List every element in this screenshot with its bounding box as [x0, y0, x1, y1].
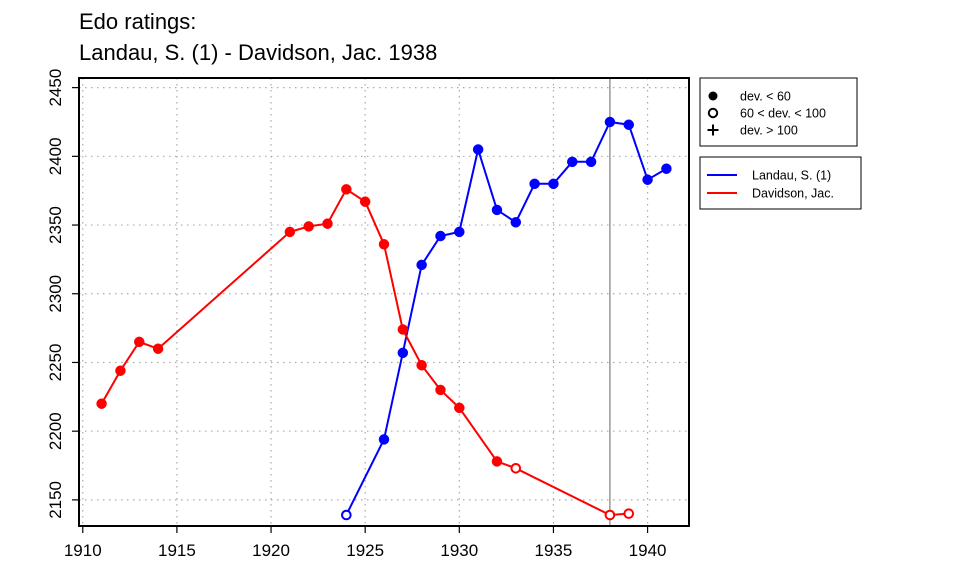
data-point: [623, 119, 635, 130]
plus-icon: [707, 124, 719, 136]
data-point: [115, 365, 126, 376]
data-point: [642, 174, 653, 185]
data-point: [397, 347, 409, 359]
data-point: [416, 259, 427, 271]
series-line: [345, 120, 667, 516]
x-tick-label: 1910: [64, 541, 102, 560]
data-point: [397, 324, 409, 335]
data-point: [604, 116, 616, 128]
data-point: [435, 230, 446, 242]
data-point: [435, 384, 446, 396]
data-point: [472, 144, 484, 155]
y-tick-label: 2400: [46, 137, 65, 175]
data-point: [623, 508, 635, 519]
data-point: [378, 239, 390, 250]
x-tick-label: 1920: [252, 541, 290, 560]
data-point: [378, 434, 390, 445]
data-point: [491, 456, 503, 467]
plot-frame: [78, 77, 690, 527]
open-circle-icon: [707, 107, 719, 119]
marker-legend: dev. < 60 60 < dev. < 100 dev. > 100: [699, 77, 858, 147]
y-tick-label: 2200: [46, 412, 65, 450]
marker-legend-label: 60 < dev. < 100: [740, 107, 826, 121]
y-tick-label: 2300: [46, 275, 65, 313]
data-point: [416, 359, 427, 371]
grid: [79, 78, 689, 526]
x-tick-label: 1935: [535, 541, 573, 560]
marker-legend-box: [699, 77, 858, 147]
data-point: [359, 196, 371, 207]
filled-circle-icon: [708, 91, 718, 101]
data-point: [604, 509, 616, 521]
y-tick-label: 2250: [46, 344, 65, 382]
marker-legend-label: dev. > 100: [740, 124, 798, 138]
data-point: [661, 163, 672, 174]
x-tick-label: 1930: [440, 541, 478, 560]
data-point: [303, 221, 314, 232]
y-tick-label: 2450: [46, 69, 65, 107]
data-point: [529, 178, 540, 190]
data-point: [284, 226, 296, 238]
x-tick-label: 1925: [346, 541, 384, 560]
series-layer: [96, 116, 672, 521]
x-tick-label: 1915: [158, 541, 196, 560]
data-point: [585, 156, 597, 168]
y-tick-label: 2350: [46, 206, 65, 244]
data-point: [341, 184, 352, 195]
series-legend-box: [699, 156, 862, 210]
series-line: [100, 187, 629, 517]
data-point: [510, 217, 522, 228]
series-legend: Landau, S. (1) Davidson, Jac.: [699, 156, 862, 210]
x-tick-label: 1940: [629, 541, 667, 560]
data-point: [454, 402, 465, 414]
data-point: [491, 204, 503, 216]
data-point: [322, 218, 333, 229]
legend-label-davidson: Davidson, Jac.: [752, 187, 834, 201]
data-point: [96, 398, 107, 409]
data-point: [454, 226, 465, 238]
axes: 1910 1915 1920 1925 1930 1935 1940 2150 2200 2250…: [46, 69, 666, 560]
data-point: [548, 178, 559, 190]
data-point: [341, 509, 352, 521]
chart-title: Edo ratings:: [79, 9, 197, 34]
marker-legend-label: dev. < 60: [740, 90, 791, 104]
data-point: [567, 156, 578, 168]
data-point: [133, 336, 145, 348]
data-point: [152, 343, 164, 354]
data-point: [510, 462, 522, 474]
y-tick-label: 2150: [46, 481, 65, 519]
chart-subtitle: Landau, S. (1) - Davidson, Jac. 1938: [79, 40, 438, 65]
legend-label-landau: Landau, S. (1): [752, 169, 831, 183]
